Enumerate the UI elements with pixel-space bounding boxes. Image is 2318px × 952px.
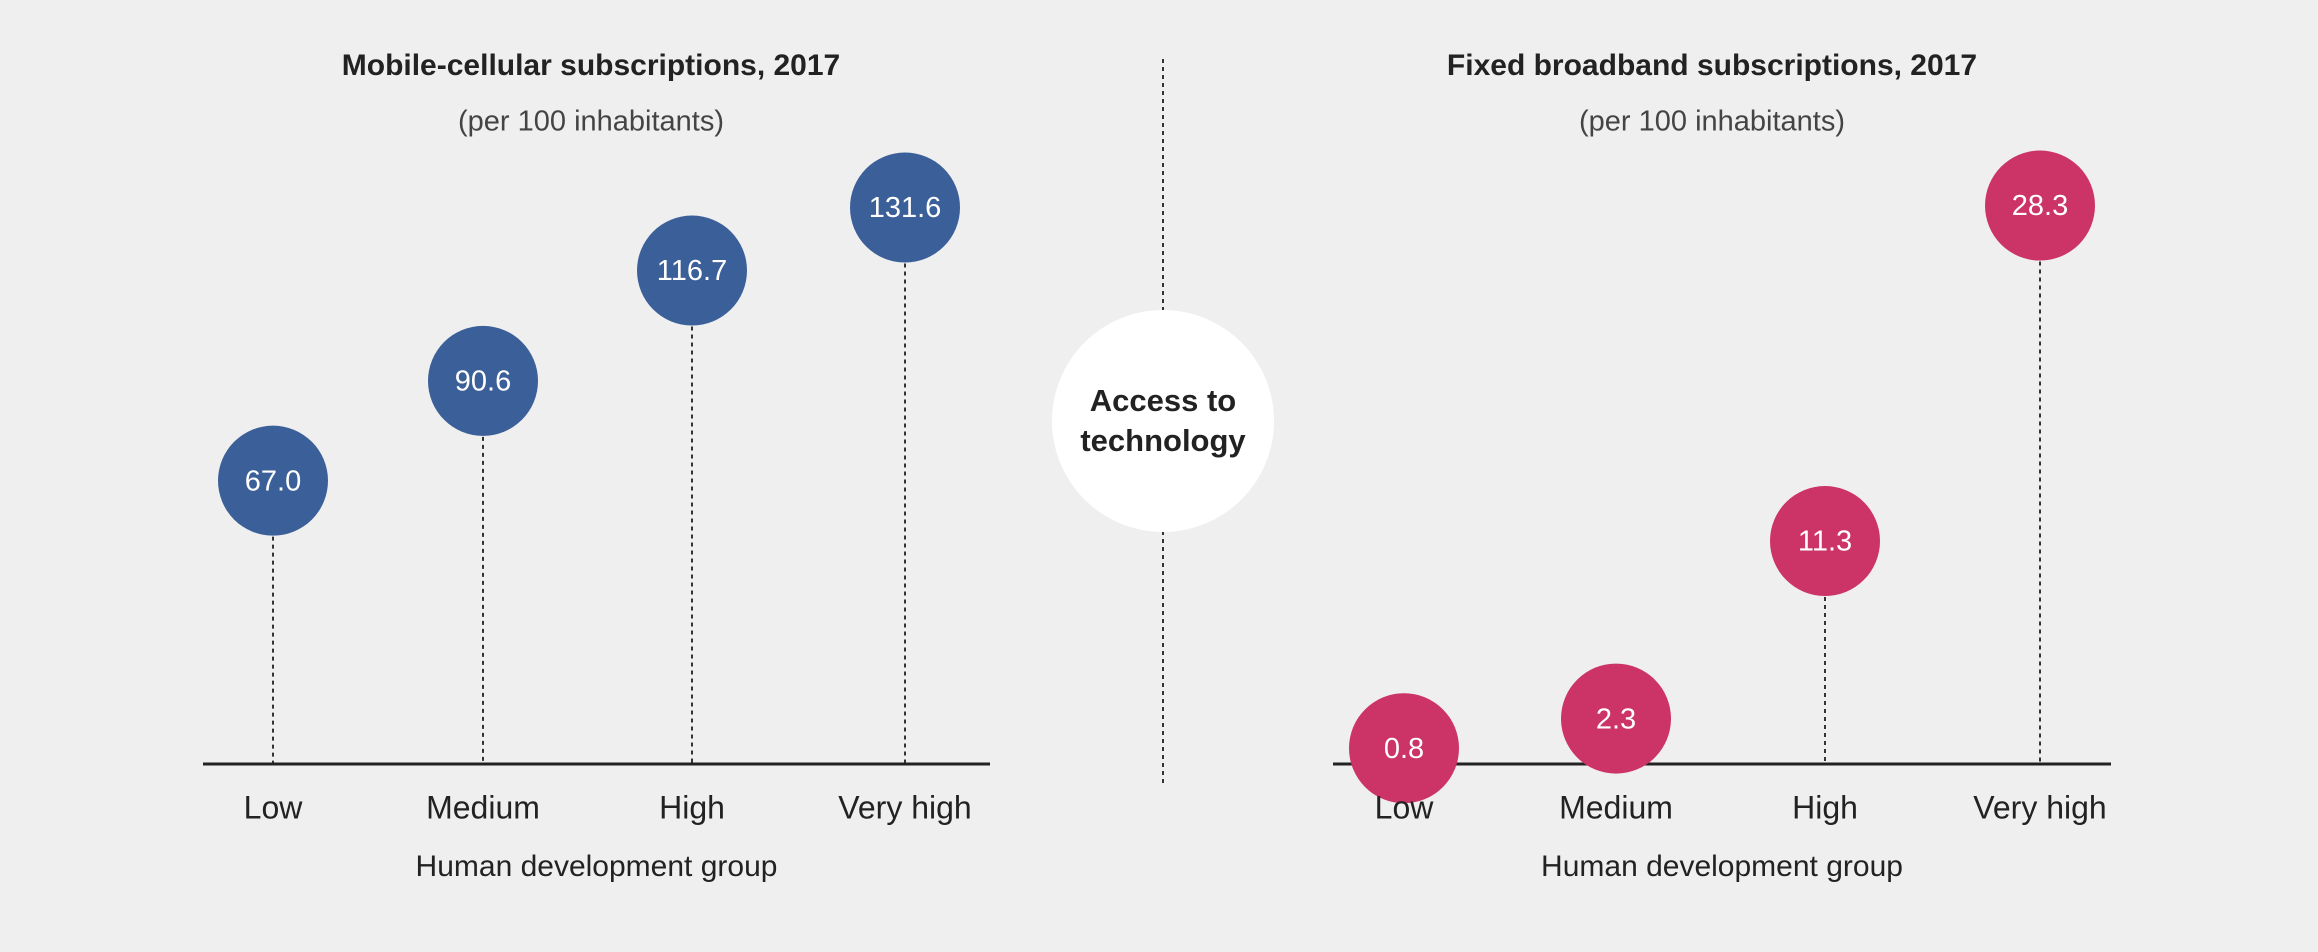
lollipop-head (1561, 663, 1671, 774)
value-label: 0.8 (1384, 733, 1424, 765)
value-label: 131.6 (869, 192, 942, 224)
value-label: 2.3 (1596, 703, 1636, 735)
lollipop-head (850, 152, 960, 263)
lollipop-head (218, 425, 328, 536)
lollipop-head (428, 325, 538, 436)
lollipop-head (1985, 150, 2095, 261)
chart-subtitle: (per 100 inhabitants) (458, 106, 724, 138)
x-axis-title: Human development group (416, 850, 778, 883)
chart-subtitle: (per 100 inhabitants) (1579, 106, 1845, 138)
chart-title: Mobile-cellular subscriptions, 2017 (342, 49, 841, 82)
value-label: 67.0 (245, 465, 301, 497)
x-tick-label: Medium (1559, 789, 1673, 825)
x-tick-label: Very high (1973, 789, 2106, 825)
value-label: 116.7 (657, 255, 727, 287)
x-tick-label: Very high (838, 789, 971, 825)
value-label: 28.3 (2012, 190, 2068, 222)
x-tick-label: Medium (426, 789, 540, 825)
value-label: 11.3 (1798, 526, 1852, 558)
center-label: Access to technology (1052, 310, 1274, 532)
chart-title: Fixed broadband subscriptions, 2017 (1447, 49, 1977, 82)
x-tick-label: Low (1375, 789, 1435, 825)
x-axis-title: Human development group (1541, 850, 1903, 883)
lollipop-head (1770, 486, 1880, 597)
x-tick-label: High (1792, 789, 1858, 825)
lollipop-head (637, 215, 747, 326)
value-label: 90.6 (455, 366, 511, 398)
x-tick-label: High (659, 789, 725, 825)
x-tick-label: Low (244, 789, 304, 825)
lollipop-head (1349, 693, 1459, 804)
